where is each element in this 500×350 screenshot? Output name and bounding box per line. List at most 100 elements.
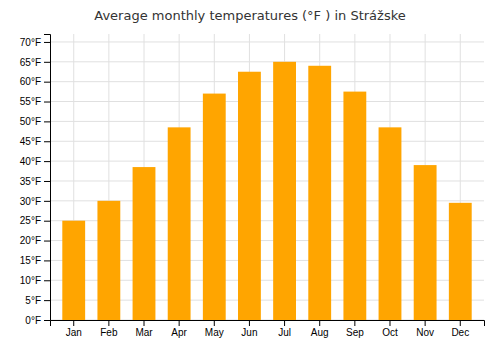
tick: 20°F: [20, 235, 50, 246]
bar: [168, 127, 191, 320]
grid-line: [50, 121, 484, 122]
tick: 55°F: [20, 96, 50, 107]
bar: [308, 66, 331, 320]
tick-label: 65°F: [20, 57, 41, 68]
tick-mark: [44, 181, 50, 182]
grid-line: [50, 101, 484, 102]
tick-mark: [44, 141, 50, 142]
tick-mark: [73, 320, 74, 326]
tick: 30°F: [20, 196, 50, 207]
bar: [379, 127, 402, 320]
tick: Apr: [171, 320, 187, 338]
tick: 35°F: [20, 176, 50, 187]
tick-mark: [319, 320, 320, 326]
tick: Mar: [135, 320, 153, 338]
tick: Nov: [416, 320, 434, 338]
tick: 5°F: [25, 295, 50, 306]
grid-line: [50, 141, 484, 142]
tick-label: 5°F: [25, 295, 41, 306]
tick: Jun: [241, 320, 257, 338]
chart: Average monthly temperatures (°F ) in St…: [0, 0, 500, 350]
tick-label: 15°F: [20, 255, 41, 266]
bar: [203, 94, 226, 320]
tick-mark: [44, 241, 50, 242]
tick: 15°F: [20, 255, 50, 266]
tick: 0°F: [25, 315, 50, 326]
tick-mark: [44, 221, 50, 222]
tick: 25°F: [20, 215, 50, 226]
tick-mark: [44, 161, 50, 162]
tick: 50°F: [20, 116, 50, 127]
tick-label: Jun: [241, 327, 257, 338]
tick: Sep: [346, 320, 364, 338]
tick-label: 60°F: [20, 76, 41, 87]
tick-label: 20°F: [20, 235, 41, 246]
bar: [97, 201, 120, 320]
tick: 65°F: [20, 57, 50, 68]
tick-label: Dec: [451, 327, 469, 338]
tick-label: Feb: [100, 327, 118, 338]
x-axis: Jan Feb Mar Apr May Jun Jul Aug Sep Oct Nov Dec: [51, 320, 485, 338]
tick-label: 0°F: [25, 315, 41, 326]
tick-mark: [249, 320, 250, 326]
tick-label: 25°F: [20, 215, 41, 226]
tick-mark: [44, 42, 50, 43]
tick-mark: [389, 320, 390, 326]
tick-label: 30°F: [20, 196, 41, 207]
axis-line: [51, 321, 485, 327]
tick-mark: [44, 102, 50, 103]
y-axis: 0°F 5°F 10°F 15°F 20°F 25°F 30°F 35°F 40°F 45°F 50…: [20, 35, 51, 326]
tick-label: Aug: [311, 327, 329, 338]
tick-mark: [425, 320, 426, 326]
tick: Aug: [311, 320, 329, 338]
tick: Feb: [100, 320, 118, 338]
tick: 40°F: [20, 156, 50, 167]
tick-label: Apr: [171, 327, 187, 338]
tick: 60°F: [20, 76, 50, 87]
tick-mark: [108, 320, 109, 326]
tick-label: 45°F: [20, 136, 41, 147]
tick-label: May: [205, 327, 224, 338]
tick-mark: [44, 201, 50, 202]
bar: [273, 62, 296, 320]
bar: [449, 203, 472, 320]
tick-label: 35°F: [20, 176, 41, 187]
tick-label: 50°F: [20, 116, 41, 127]
bar: [414, 165, 437, 320]
tick-label: 70°F: [20, 37, 41, 48]
bar: [62, 221, 85, 320]
tick: Jul: [278, 320, 291, 338]
tick: Jan: [66, 320, 82, 338]
tick-label: Jul: [278, 327, 291, 338]
tick: 45°F: [20, 136, 50, 147]
tick-mark: [214, 320, 215, 326]
plot: 0°F 5°F 10°F 15°F 20°F 25°F 30°F 35°F 40°F 45°F 50…: [20, 34, 485, 338]
grid: [50, 34, 484, 320]
tick: May: [205, 320, 224, 338]
tick-label: Oct: [382, 327, 398, 338]
tick: 10°F: [20, 275, 50, 286]
bar: [133, 167, 156, 320]
tick-mark: [44, 121, 50, 122]
tick-mark: [44, 300, 50, 301]
tick-mark: [144, 320, 145, 326]
tick-label: 10°F: [20, 275, 41, 286]
tick-mark: [44, 62, 50, 63]
title: Average monthly temperatures (°F ) in St…: [94, 8, 405, 23]
tick-mark: [354, 320, 355, 326]
tick: 70°F: [20, 37, 50, 48]
tick: Oct: [382, 320, 398, 338]
tick-mark: [460, 320, 461, 326]
tick-label: Nov: [416, 327, 434, 338]
tick-label: 55°F: [20, 96, 41, 107]
tick-label: Sep: [346, 327, 364, 338]
tick-mark: [44, 260, 50, 261]
tick-mark: [44, 82, 50, 83]
bar: [238, 72, 261, 320]
bar: [343, 92, 366, 320]
tick-mark: [44, 320, 50, 321]
tick-mark: [284, 320, 285, 326]
grid-line: [50, 41, 484, 42]
tick-mark: [179, 320, 180, 326]
axis-line: [44, 35, 51, 321]
